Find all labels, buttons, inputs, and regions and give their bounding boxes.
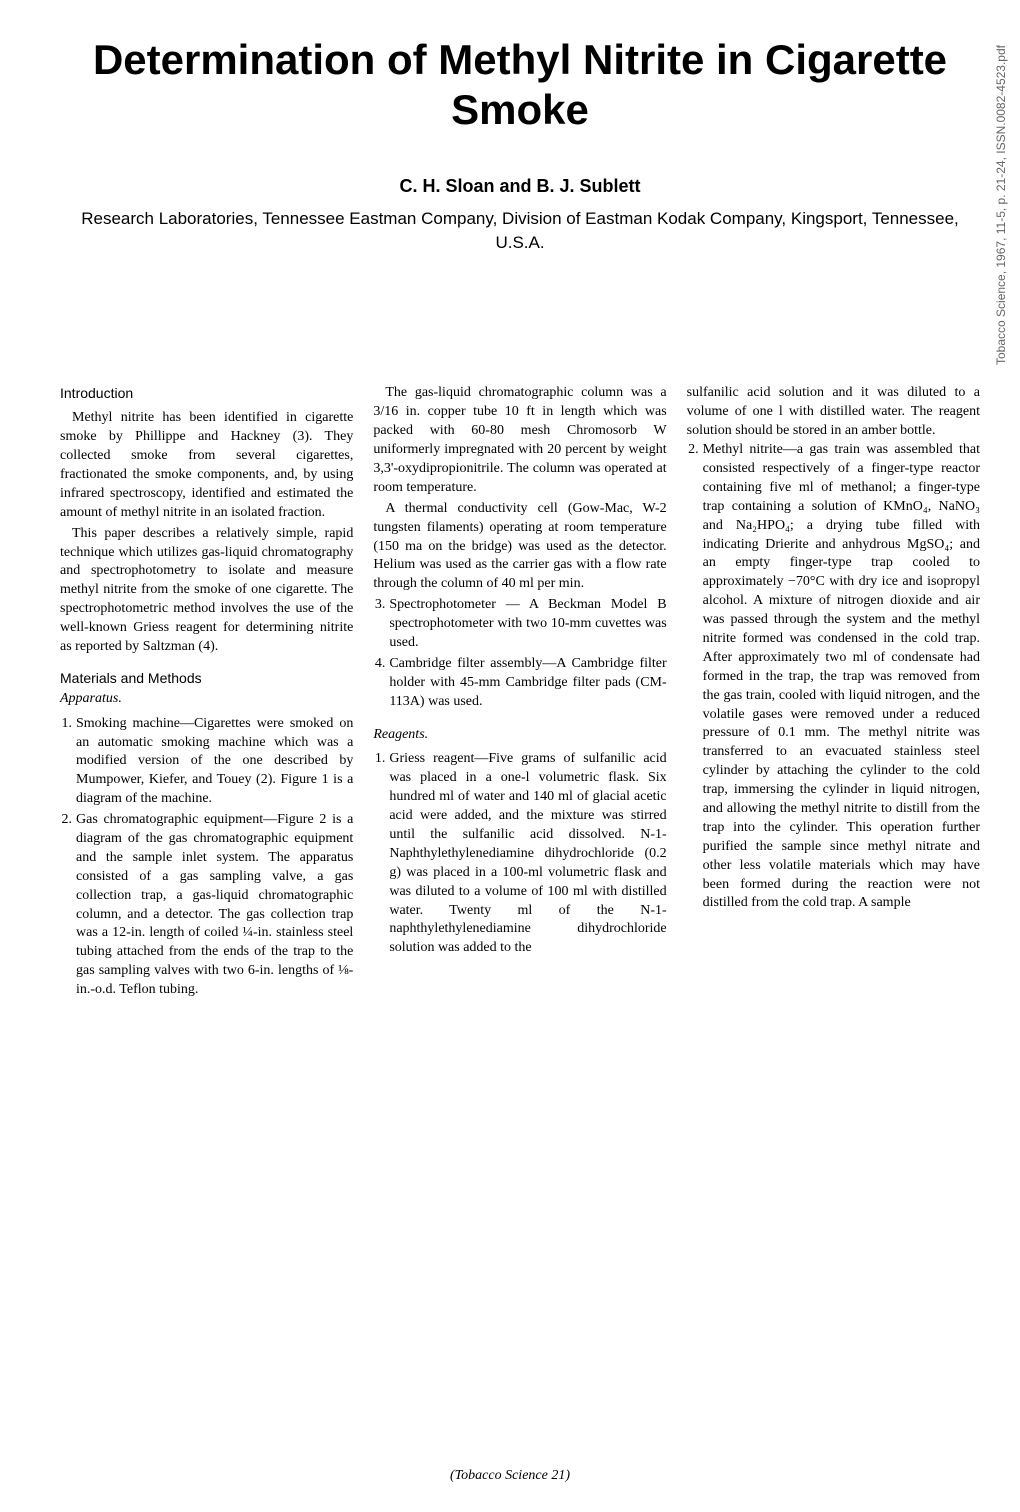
column-1: Introduction Methyl nitrite has been ide… — [60, 384, 353, 1002]
reagent-item-1: 1. Griess reagent—Five grams of sulfanil… — [373, 750, 666, 958]
item-number: 1. — [60, 715, 76, 809]
methods-heading: Materials and Methods — [60, 669, 353, 688]
affiliation: Research Laboratories, Tennessee Eastman… — [60, 207, 980, 255]
item-body: Methyl nitrite—a gas train was assembled… — [703, 441, 980, 913]
apparatus-item-2: 2. Gas chromatographic equipment—Figure … — [60, 811, 353, 1000]
item-number: 2. — [60, 811, 76, 1000]
page-footer: (Tobacco Science 21) — [0, 1468, 1020, 1484]
item-body: Cambridge filter assembly—A Cambridge fi… — [389, 655, 666, 712]
apparatus-sub: Apparatus. — [60, 690, 353, 709]
authors: C. H. Sloan and B. J. Sublett — [60, 176, 980, 197]
reagents-sub: Reagents. — [373, 726, 666, 745]
intro-heading: Introduction — [60, 384, 353, 403]
item-number: 4. — [373, 655, 389, 712]
content-columns: Introduction Methyl nitrite has been ide… — [60, 384, 980, 1002]
apparatus-item-3: 3. Spectrophotometer — A Beckman Model B… — [373, 596, 666, 653]
apparatus-item-1: 1. Smoking machine—Cigarettes were smoke… — [60, 715, 353, 809]
intro-p1: Methyl nitrite has been identified in ci… — [60, 409, 353, 522]
side-citation: Tobacco Science, 1967, 11-5, p. 21-24, I… — [994, 45, 1008, 365]
item-body: Smoking machine—Cigarettes were smoked o… — [76, 715, 353, 809]
reagent-item-2: 2. Methyl nitrite—a gas train was assemb… — [687, 441, 980, 913]
column-2: The gas-liquid chromatographic column wa… — [373, 384, 666, 1002]
item-body: Griess reagent—Five grams of sulfanilic … — [389, 750, 666, 958]
col2-p2: A thermal conductivity cell (Gow-Mac, W-… — [373, 500, 666, 594]
item-number: 2. — [687, 441, 703, 913]
item-body: Spectrophotometer — A Beckman Model B sp… — [389, 596, 666, 653]
col3-p1: sulfanilic acid solution and it was dilu… — [687, 384, 980, 441]
item-body: Gas chromatographic equipment—Figure 2 i… — [76, 811, 353, 1000]
apparatus-item-4: 4. Cambridge filter assembly—A Cambridge… — [373, 655, 666, 712]
column-3: sulfanilic acid solution and it was dilu… — [687, 384, 980, 1002]
item-number: 3. — [373, 596, 389, 653]
col2-p1: The gas-liquid chromatographic column wa… — [373, 384, 666, 497]
item-number: 1. — [373, 750, 389, 958]
article-title: Determination of Methyl Nitrite in Cigar… — [60, 35, 980, 136]
intro-p2: This paper describes a relatively simple… — [60, 525, 353, 657]
